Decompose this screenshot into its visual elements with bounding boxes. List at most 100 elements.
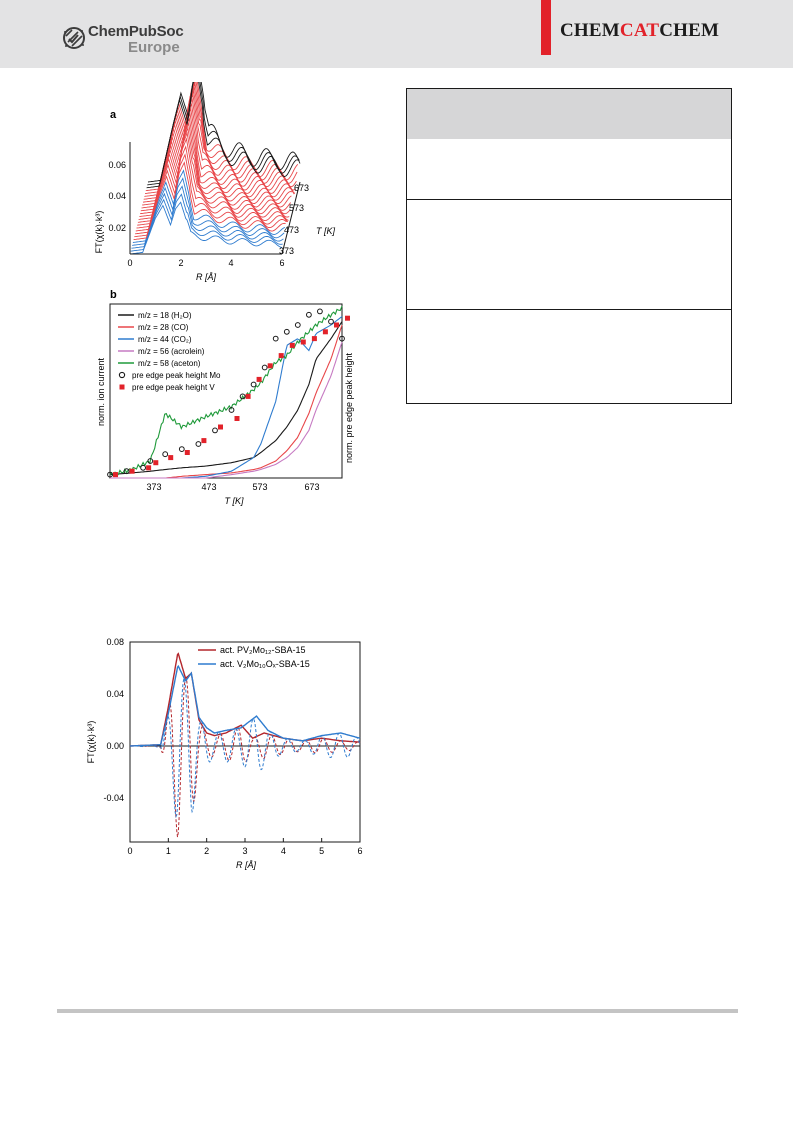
ion-current-line: [110, 341, 343, 479]
v-marker: [267, 363, 273, 369]
legend-label-aceton: m/z = 58 (aceton): [138, 359, 201, 368]
spectrum-line: [134, 145, 288, 235]
legend-swatch-mo: [118, 371, 126, 379]
x-tick-label: 2: [204, 846, 209, 856]
journal-accent-bar: [541, 0, 551, 55]
figure-c-series: [130, 652, 361, 838]
legend-label-mo: pre edge peak height Mo: [132, 371, 221, 380]
x-tick-label: 6: [357, 846, 362, 856]
spectrum-line: [132, 169, 286, 243]
x-tick-label: 5: [319, 846, 324, 856]
mo-marker: [261, 364, 268, 371]
spectrum-line: [134, 153, 287, 238]
mo-marker: [283, 328, 290, 335]
magnitude-line: [130, 652, 361, 747]
publisher-name: ChemPubSoc: [88, 23, 184, 40]
table-rule-2: [407, 309, 731, 310]
legend-label-pv2mo12: act. PV₂Mo₁₂-SBA-15: [220, 645, 306, 655]
x-tick-label: 1: [166, 846, 171, 856]
table-rule-1: [407, 199, 731, 200]
figure-a-ttick-2: 473: [284, 225, 299, 235]
figure-b-xtick-1: 473: [201, 482, 216, 492]
v-marker: [289, 342, 295, 348]
spectrum-line: [133, 161, 286, 241]
journal-title-part3: CHEM: [659, 20, 720, 41]
legend-label-acrolein: m/z = 56 (acrolein): [138, 347, 205, 356]
mo-marker: [294, 322, 301, 328]
imaginary-part-line: [130, 676, 361, 838]
v-marker: [245, 393, 251, 399]
mo-marker: [107, 471, 113, 478]
mo-marker: [339, 335, 345, 342]
figure-a-ylabel: FT(χ(k)·k³): [94, 211, 104, 254]
publisher-logo: ChemPubSoc Europe: [62, 22, 212, 62]
spectrum-line: [131, 185, 284, 249]
mo-marker: [123, 468, 130, 475]
spectrum-line: [143, 85, 296, 200]
figure-a: a FT(χ(k)·k³) 0.06 0.04 0.02 0 2 4 6 R […: [94, 82, 336, 282]
figure-b-xlabel: T [K]: [224, 496, 244, 506]
figure-c-legend: act. PV₂Mo₁₂-SBA-15 act. V₂Mo₁₀Oₓ-SBA-15: [198, 645, 310, 669]
figure-b-legend: m/z = 18 (H₂O) m/z = 28 (CO) m/z = 44 (C…: [118, 311, 221, 392]
spectrum-line: [130, 193, 283, 252]
figure-b-xtick-0: 373: [146, 482, 161, 492]
figure-c-xlabel: R [Å]: [236, 860, 257, 870]
v-marker: [146, 465, 152, 471]
figure-c-ylabel: FT(χ(k)·k³): [86, 721, 96, 764]
figure-a-xtick-0: 0: [127, 258, 132, 268]
figure-b: b norm. ion current norm. pre edge peak …: [96, 289, 354, 506]
journal-title-part2: CAT: [619, 20, 660, 41]
ion-current-line: [109, 321, 343, 476]
figure-a-ytick-1: 0.04: [108, 191, 126, 201]
journal-title: CHEMCATCHEM: [560, 20, 719, 42]
spectrum-line: [132, 177, 285, 246]
v-marker: [278, 353, 284, 359]
v-marker: [300, 339, 306, 345]
figure-b-xtick-2: 573: [252, 482, 267, 492]
legend-label-v2mo10: act. V₂Mo₁₀Oₓ-SBA-15: [220, 659, 310, 669]
v-marker: [184, 450, 190, 455]
figure-a-t-axis: [281, 181, 301, 255]
mo-marker: [239, 393, 246, 400]
v-marker: [201, 438, 207, 444]
figure-a-xtick-2: 4: [228, 258, 233, 268]
mo-marker: [306, 311, 312, 318]
spectrum-line: [140, 107, 293, 215]
figure-a-ttick-3: 373: [279, 246, 294, 256]
v-marker: [113, 472, 118, 478]
table-header-band: [407, 89, 731, 139]
figure-a-xtick-1: 2: [178, 258, 183, 268]
figure-c-ytick-3: -0.04: [103, 793, 124, 803]
v-marker: [322, 329, 328, 335]
figure-c-ytick-0: 0.08: [106, 637, 124, 647]
v-marker: [334, 322, 339, 328]
v-marker: [345, 315, 350, 321]
x-tick-label: 3: [242, 846, 247, 856]
legend-label-co2: m/z = 44 (CO₂): [138, 335, 192, 344]
v-marker: [256, 376, 262, 382]
legend-label-co: m/z = 28 (CO): [138, 323, 189, 332]
figure-c: FT(χ(k)·k³) 0.08 0.04 0.00 -0.04 act. PV…: [86, 637, 363, 870]
figure-b-ylabel-left: norm. ion current: [96, 357, 106, 426]
figure-c-ytick-1: 0.04: [106, 689, 124, 699]
figure-a-xlabel: R [Å]: [196, 272, 217, 282]
figure-b-xtick-3: 673: [304, 482, 319, 492]
x-tick-label: 0: [127, 846, 132, 856]
mo-marker: [212, 427, 218, 434]
legend-swatch-v: [119, 384, 125, 390]
figure-b-panel-label: b: [110, 289, 117, 301]
legend-label-h2o: m/z = 18 (H₂O): [138, 311, 192, 320]
footer-rule: [57, 1009, 738, 1013]
figure-a-ttick-1: 573: [289, 203, 304, 213]
mo-marker: [272, 335, 279, 342]
figure-c-x-ticks: 0 1 2 3 4 5 6: [127, 838, 363, 856]
mo-marker: [147, 458, 154, 464]
spectrum-line: [146, 82, 299, 189]
mo-marker: [162, 451, 169, 458]
figure-a-zlabel: T [K]: [316, 226, 336, 236]
figure-a-xtick-3: 6: [279, 258, 284, 268]
mo-marker: [250, 381, 257, 388]
mo-marker: [317, 308, 323, 315]
figure-a-spectra: [129, 82, 301, 255]
mo-marker: [195, 441, 202, 447]
